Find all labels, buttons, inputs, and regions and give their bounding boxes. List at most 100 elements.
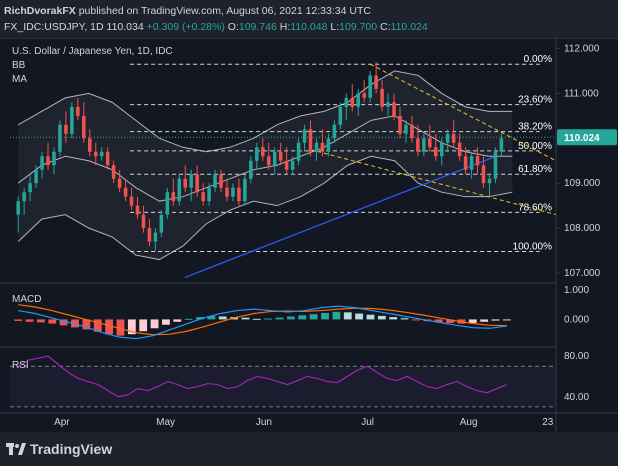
candle-body (398, 115, 402, 134)
candle (428, 124, 432, 152)
candle (398, 106, 402, 139)
candle (386, 93, 390, 116)
candle-body (207, 187, 211, 202)
macd-histogram-bar (14, 319, 23, 321)
candle (266, 142, 271, 170)
close-value: 110.024 (390, 21, 428, 33)
candle-body (34, 169, 38, 184)
x-tick-label: May (156, 417, 175, 428)
candle (183, 165, 187, 193)
tradingview-icon (6, 443, 26, 455)
candle-body (123, 187, 128, 197)
candle (404, 120, 408, 143)
macd-histogram-bar (389, 317, 398, 320)
candle (469, 151, 474, 179)
last-price: 110.034 (106, 21, 144, 33)
macd-histogram-bar (400, 318, 409, 320)
candle-body (434, 147, 438, 157)
macd-tick-label: 0.000 (564, 314, 589, 325)
macd-histogram-bar (241, 317, 250, 320)
price-tick-label: 108.000 (564, 223, 601, 234)
fib-level-label: 61.80% (518, 164, 552, 175)
rsi-tick-label: 80.00 (564, 351, 589, 362)
macd-histogram-bar (196, 317, 204, 320)
candle-body (344, 97, 349, 107)
candle (40, 151, 44, 179)
candle (457, 133, 462, 161)
candle (350, 84, 355, 112)
candle (189, 169, 193, 202)
candle (278, 142, 283, 166)
candle-body (374, 75, 378, 89)
candle (219, 169, 223, 193)
last-price-badge-text: 110.024 (564, 133, 600, 144)
candle-body (255, 147, 259, 161)
author-name[interactable]: RichDvorakFX (4, 5, 76, 17)
candle (195, 165, 199, 197)
candle-body (111, 165, 116, 179)
ma-legend[interactable]: MA (12, 74, 27, 85)
macd-label[interactable]: MACD (12, 294, 41, 305)
symbol-name[interactable]: FX_IDC:USDJPY, 1D (4, 21, 104, 33)
candle (58, 120, 62, 157)
moving-average-line (184, 155, 497, 279)
macd-histogram-bar (377, 315, 386, 320)
candle-body (99, 151, 104, 157)
macd-histogram-bar (82, 319, 91, 330)
fib-level-label: 78.60% (518, 202, 552, 213)
candle-body (159, 214, 164, 233)
rsi-label[interactable]: RSI (12, 360, 29, 371)
candle (147, 219, 152, 247)
candle (499, 133, 504, 157)
candle (362, 79, 366, 103)
candle-body (356, 93, 360, 107)
candle-body (266, 156, 271, 166)
candle-body (445, 133, 450, 143)
macd-histogram-bar (321, 312, 329, 320)
candle-body (70, 106, 74, 134)
candle-body (487, 178, 492, 184)
candle (88, 129, 92, 157)
candle-body (428, 138, 432, 148)
candle (177, 174, 182, 206)
chart-canvas[interactable]: 0.00% 23.60% 38.20% 50.00% 61.80% 78.60% 100.0… (0, 0, 618, 432)
candle-body (404, 124, 408, 134)
candle (105, 147, 110, 170)
open-label: O: (227, 21, 239, 33)
macd-histogram-bar (480, 319, 489, 322)
brand-name: TradingView (30, 441, 113, 457)
bb-legend[interactable]: BB (12, 60, 26, 71)
candle-body (117, 178, 122, 188)
low-label: L: (330, 21, 340, 33)
candle-body (278, 151, 283, 161)
candle-body (64, 124, 68, 134)
candle-body (284, 160, 289, 170)
high-label: H: (279, 21, 291, 33)
bollinger-lower-line (17, 155, 513, 261)
candle (439, 138, 444, 166)
candle-body (129, 196, 134, 206)
last-price-badge (557, 129, 617, 146)
candle (374, 61, 378, 94)
trendline (310, 149, 557, 216)
tradingview-logo[interactable]: TradingView (6, 440, 136, 460)
candle (487, 174, 492, 197)
fib-level-label: 50.00% (518, 141, 552, 152)
candle-body (481, 165, 486, 184)
candle-body (386, 102, 390, 107)
x-tick-label: Aug (460, 417, 478, 428)
fib-level-label: 0.00% (524, 54, 552, 65)
candle (380, 79, 384, 112)
candle-body (231, 187, 235, 197)
macd-histogram-bar (59, 319, 68, 326)
candle (225, 178, 229, 202)
macd-histogram-bar (105, 319, 114, 335)
candle (272, 147, 277, 175)
macd-histogram-bar (275, 317, 284, 320)
candle-body (88, 138, 92, 152)
price-tick-label: 112.000 (564, 43, 600, 54)
candle (159, 210, 164, 238)
candle-body (225, 187, 229, 197)
macd-histogram-bar (332, 311, 341, 320)
candle-body (422, 138, 426, 152)
